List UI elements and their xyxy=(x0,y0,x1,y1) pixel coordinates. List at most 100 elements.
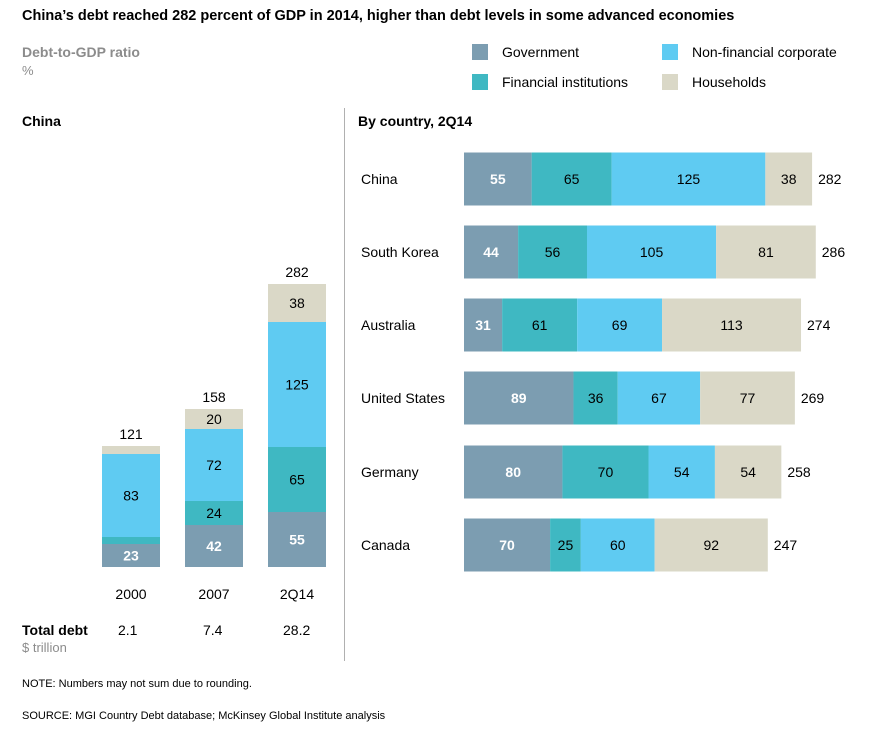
chart-title: China’s debt reached 282 percent of GDP … xyxy=(22,8,735,24)
bar-2000-non-financial-corporate xyxy=(102,454,160,537)
hbar-south-korea-financial-institutions xyxy=(518,225,587,279)
hbar-united-states-financial-institutions xyxy=(573,371,618,425)
hbar-china-government xyxy=(464,152,532,206)
legend-swatch-government xyxy=(472,44,488,60)
legend-item-financial-institutions: Financial institutions xyxy=(472,74,628,90)
hbar-germany-non-financial-corporate xyxy=(648,445,715,499)
bar-label-2007-government: 42 xyxy=(206,538,222,554)
y-tick-south-korea: South Korea xyxy=(361,244,439,260)
hbar-total-china: 282 xyxy=(818,171,842,187)
bar-2007-government xyxy=(185,525,243,567)
legend-label-government: Government xyxy=(502,44,580,60)
hbar-label-south-korea-government: 44 xyxy=(483,244,499,260)
hbar-australia-non-financial-corporate xyxy=(577,298,663,352)
hbar-canada-government xyxy=(464,518,551,572)
y-tick-united-states: United States xyxy=(361,390,445,406)
hbar-united-states-households xyxy=(700,371,795,425)
hbar-total-germany: 258 xyxy=(787,464,811,480)
hbar-label-china-households: 38 xyxy=(781,171,797,187)
legend-swatch-non-financial-corporate xyxy=(662,44,678,60)
hbar-china-households xyxy=(765,152,813,206)
bar-total-2q14: 282 xyxy=(285,264,309,280)
legend-item-households: Households xyxy=(662,74,766,90)
bar-total-2007: 158 xyxy=(202,389,226,405)
hbar-label-south-korea-households: 81 xyxy=(758,244,774,260)
bar-label-2007-financial-institutions: 24 xyxy=(206,505,222,521)
hbar-label-canada-households: 92 xyxy=(703,537,719,553)
hbar-south-korea-households xyxy=(716,225,816,279)
bar-label-2q14-non-financial-corporate: 125 xyxy=(285,377,309,393)
hbar-china-financial-institutions xyxy=(531,152,612,206)
hbar-australia-financial-institutions xyxy=(502,298,578,352)
x-tick-2007: 2007 xyxy=(198,586,229,602)
total-debt-unit: $ trillion xyxy=(22,640,67,655)
total-debt-2007: 7.4 xyxy=(203,622,223,638)
bar-2q14-financial-institutions xyxy=(268,447,326,512)
hbar-australia-government xyxy=(464,298,503,352)
legend-item-non-financial-corporate: Non-financial corporate xyxy=(662,44,837,60)
total-debt-2q14: 28.2 xyxy=(283,622,311,638)
hbar-label-australia-non-financial-corporate: 69 xyxy=(612,317,628,333)
bar-2007-financial-institutions xyxy=(185,501,243,525)
bar-label-2000-government: 23 xyxy=(123,548,139,564)
hbar-south-korea-non-financial-corporate xyxy=(587,225,717,279)
right-panel-title: By country, 2Q14 xyxy=(358,113,473,129)
hbar-canada-non-financial-corporate xyxy=(580,518,655,572)
y-axis-title: Debt-to-GDP ratio xyxy=(22,44,140,60)
legend-label-households: Households xyxy=(692,74,766,90)
y-tick-germany: Germany xyxy=(361,464,419,480)
hbar-label-germany-financial-institutions: 70 xyxy=(598,464,614,480)
hbar-label-australia-financial-institutions: 61 xyxy=(532,317,548,333)
hbar-label-south-korea-non-financial-corporate: 105 xyxy=(640,244,664,260)
x-tick-2q14: 2Q14 xyxy=(280,586,314,602)
panel-divider xyxy=(344,108,345,661)
bar-2000-households xyxy=(102,446,160,454)
bar-label-2q14-households: 38 xyxy=(289,295,305,311)
hbar-total-canada: 247 xyxy=(774,537,798,553)
bar-2007-non-financial-corporate xyxy=(185,429,243,501)
y-axis-unit: % xyxy=(22,63,34,78)
bar-2000-financial-institutions xyxy=(102,537,160,544)
hbar-total-australia: 274 xyxy=(807,317,831,333)
legend-label-financial-institutions: Financial institutions xyxy=(502,74,629,90)
bar-2000-government xyxy=(102,544,160,567)
hbar-label-australia-households: 113 xyxy=(720,317,743,333)
legend-swatch-households xyxy=(662,74,678,90)
legend-item-government: Government xyxy=(472,44,579,60)
hbar-label-united-states-non-financial-corporate: 67 xyxy=(651,390,667,406)
bar-total-2000: 121 xyxy=(119,426,143,442)
y-tick-canada: Canada xyxy=(361,537,410,553)
hbar-canada-households xyxy=(654,518,768,572)
bar-label-2007-households: 20 xyxy=(206,411,222,427)
hbar-total-united-states: 269 xyxy=(801,390,825,406)
x-tick-2000: 2000 xyxy=(115,586,146,602)
hbar-united-states-government xyxy=(464,371,574,425)
bar-2q14-households xyxy=(268,284,326,322)
hbar-label-china-non-financial-corporate: 125 xyxy=(677,171,701,187)
total-debt-2000: 2.1 xyxy=(118,622,138,638)
hbar-label-canada-government: 70 xyxy=(499,537,515,553)
y-tick-china: China xyxy=(361,171,398,187)
legend-label-non-financial-corporate: Non-financial corporate xyxy=(692,44,837,60)
y-tick-australia: Australia xyxy=(361,317,416,333)
hbar-label-germany-households: 54 xyxy=(740,464,756,480)
hbar-canada-financial-institutions xyxy=(550,518,581,572)
hbar-germany-households xyxy=(714,445,782,499)
hbar-united-states-non-financial-corporate xyxy=(617,371,701,425)
hbar-australia-households xyxy=(662,298,802,352)
hbar-label-canada-financial-institutions: 25 xyxy=(558,537,574,553)
left-panel-title: China xyxy=(22,113,61,129)
hbar-germany-financial-institutions xyxy=(562,445,649,499)
bar-label-2007-non-financial-corporate: 72 xyxy=(206,457,222,473)
bar-2007-households xyxy=(185,409,243,429)
hbar-label-canada-non-financial-corporate: 60 xyxy=(610,537,626,553)
bar-label-2q14-government: 55 xyxy=(289,532,305,548)
hbar-label-china-financial-institutions: 65 xyxy=(564,171,580,187)
hbar-label-china-government: 55 xyxy=(490,171,506,187)
hbar-label-united-states-households: 77 xyxy=(740,390,756,406)
hbar-label-south-korea-financial-institutions: 56 xyxy=(545,244,561,260)
hbar-china-non-financial-corporate xyxy=(611,152,766,206)
bar-2q14-non-financial-corporate xyxy=(268,322,326,447)
footnote: NOTE: Numbers may not sum due to roundin… xyxy=(22,678,252,690)
